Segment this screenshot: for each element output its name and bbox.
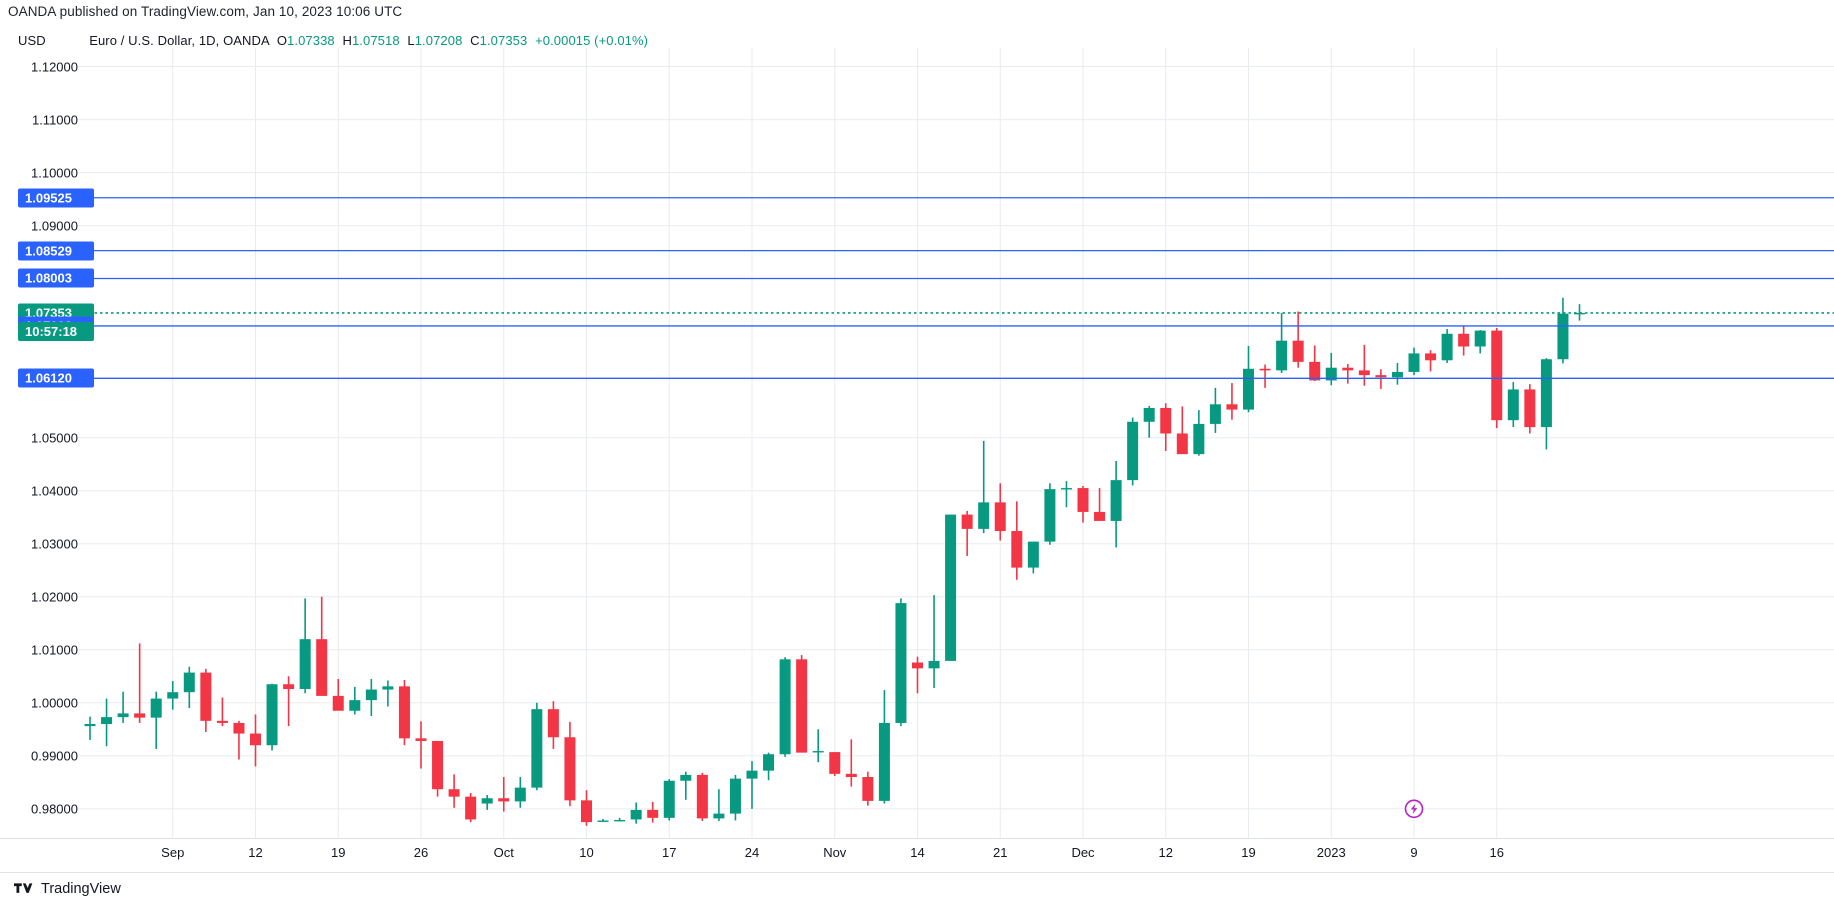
attribution-text: OANDA published on TradingView.com, Jan … <box>8 4 403 19</box>
price-tick-label: 1.02000 <box>31 589 78 605</box>
legend-change: +0.00015 (+0.01%) <box>535 33 649 48</box>
tradingview-logo-icon <box>14 882 33 893</box>
time-tick-label: 14 <box>910 845 925 860</box>
price-tick-label: 1.10000 <box>31 165 78 181</box>
time-tick-label: 12 <box>248 845 263 860</box>
chart-plot-area[interactable] <box>0 48 1834 838</box>
legend-close-label: C <box>470 33 480 48</box>
price-tag-resistance-3[interactable]: 1.08003 <box>18 268 94 288</box>
time-tick-label: 9 <box>1410 845 1418 860</box>
time-tick-label: 17 <box>662 845 677 860</box>
time-tick-label: 19 <box>331 845 346 860</box>
legend-open-label: O <box>276 33 288 48</box>
price-tick-label: 0.98000 <box>31 801 78 817</box>
chart-legend: USD Euro / U.S. Dollar, 1D, OANDA O1.073… <box>18 33 648 48</box>
time-tick-label: Oct <box>493 845 514 860</box>
price-tick-label: 1.11000 <box>31 112 78 128</box>
time-tick-label: Sep <box>161 845 185 860</box>
legend-low-label: L <box>407 33 415 48</box>
time-tick-label: 16 <box>1489 845 1504 860</box>
tradingview-brand-label: TradingView <box>41 881 121 897</box>
price-tick-label: 1.01000 <box>31 642 78 658</box>
price-tag-resistance-2[interactable]: 1.08529 <box>18 241 94 261</box>
price-tick-label: 1.09000 <box>31 218 78 234</box>
legend-low-value: 1.07208 <box>414 33 463 48</box>
legend-high-label: H <box>342 33 352 48</box>
tradingview-logo[interactable]: TradingView <box>14 881 121 897</box>
time-axis[interactable]: Sep 12 19 26 Oct 10 17 24 Nov 14 21 Dec 12 19 2023 9 16 <box>0 838 1834 871</box>
time-tick-label: 24 <box>744 845 760 860</box>
price-tag-resistance-1[interactable]: 1.09525 <box>18 188 94 208</box>
legend-symbol[interactable]: Euro / U.S. Dollar, 1D, OANDA <box>89 33 270 48</box>
time-tick-label: Nov <box>823 845 847 860</box>
time-tick-label: 10 <box>579 845 594 860</box>
legend-high-value: 1.07518 <box>351 33 400 48</box>
price-tag-support-2[interactable]: 1.06120 <box>18 368 94 388</box>
candlestick-svg <box>78 48 1834 838</box>
legend-close-value: 1.07353 <box>479 33 528 48</box>
time-tick-label: Dec <box>1071 845 1095 860</box>
legend-currency: USD <box>18 33 46 48</box>
price-tick-label: 1.12000 <box>31 59 78 75</box>
time-tick-label: 19 <box>1241 845 1256 860</box>
countdown-tag: 10:57:18 <box>18 321 94 341</box>
price-tick-label: 0.99000 <box>31 748 78 764</box>
time-tick-label: 26 <box>413 845 429 860</box>
time-tick-label: 21 <box>993 845 1008 860</box>
time-tick-label: 2023 <box>1316 845 1346 860</box>
price-tick-label: 1.00000 <box>31 695 78 711</box>
footer-bar <box>0 872 1834 908</box>
legend-open-value: 1.07338 <box>287 33 335 48</box>
time-tick-label: 12 <box>1158 845 1173 860</box>
lightning-bolt-icon <box>1404 799 1424 819</box>
price-tick-label: 1.05000 <box>31 430 78 446</box>
price-tick-label: 1.03000 <box>31 536 78 552</box>
price-tick-label: 1.04000 <box>31 483 78 499</box>
